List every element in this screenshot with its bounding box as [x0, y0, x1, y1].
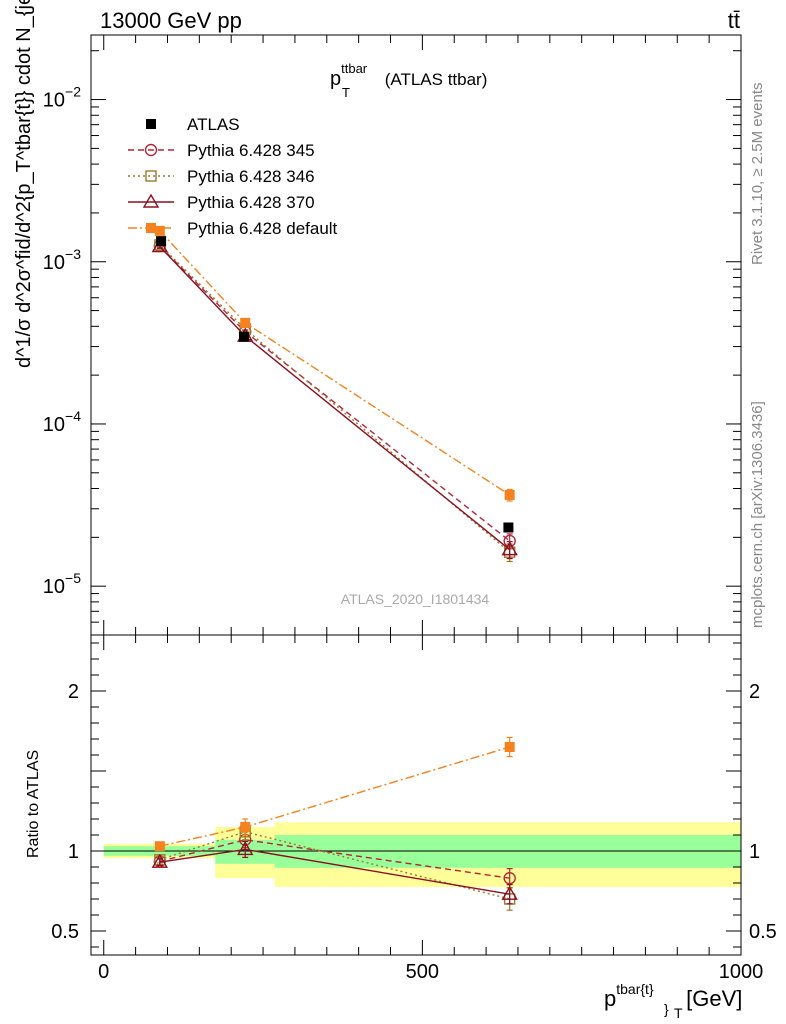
- atlas-data-point: [238, 331, 249, 342]
- legend-label-4: Pythia 6.428 default: [187, 219, 338, 238]
- ratio-xlabel: ptbar{t}} T [GeV]: [604, 981, 742, 1021]
- series-line-2: [159, 246, 511, 551]
- header-left: 13000 GeV pp: [100, 8, 242, 33]
- series-0-point: [503, 872, 516, 885]
- legend-marker-4: [146, 223, 156, 233]
- main-ytick-label: 10−3: [43, 246, 81, 274]
- series-3-point: [154, 841, 165, 852]
- legend-label-1: Pythia 6.428 345: [187, 141, 315, 160]
- legend-marker-0: [146, 119, 156, 129]
- legend-label-0: ATLAS: [187, 115, 240, 134]
- legend-label-2: Pythia 6.428 346: [187, 167, 315, 186]
- series-2-point: [501, 541, 518, 556]
- main-ytick-label: 10−4: [43, 408, 81, 436]
- chart-title: pttbar T (ATLAS ttbar): [330, 61, 487, 100]
- ratio-ytick-label-right: 1: [749, 841, 760, 863]
- ratio-xtick-label: 0: [98, 961, 109, 983]
- side-label-mcplots: mcplots.cern.ch [arXiv:1306.3436]: [749, 401, 766, 628]
- series-line-1: [159, 831, 510, 900]
- series-3-point: [504, 742, 515, 752]
- ratio-ytick-label-right: 2: [749, 681, 760, 703]
- atlas-data-point: [156, 236, 167, 247]
- series-line-0: [159, 245, 511, 542]
- legend-marker-1: [144, 143, 158, 157]
- ratio-ylabel: Ratio to ATLAS: [25, 750, 42, 858]
- series-3-point: [154, 225, 165, 236]
- main-ytick-label: 10−2: [43, 84, 81, 112]
- ratio-frame: [90, 634, 742, 956]
- series-2-point: [501, 885, 518, 900]
- series-2-point: [236, 841, 254, 856]
- ratio-xtick-label: 1000: [719, 961, 764, 983]
- main-panel: 10−2 10−3 10−4 10−5 pttbar T (ATLAS ttbar) d^1…: [13, 0, 742, 636]
- ratio-panel: 0.5 0.5 1 1 2 2 0 500 1000 Ratio to ATLAS ptbar{t}…: [25, 634, 777, 1021]
- series-3-point: [240, 317, 251, 328]
- legend-label-3: Pythia 6.428 370: [187, 193, 315, 212]
- series-line-1: [159, 244, 511, 553]
- ratio-ytick-label-left: 1: [68, 841, 79, 863]
- atlas-data-point: [503, 522, 514, 533]
- series-3-point: [240, 822, 251, 832]
- main-ylabel: d^1/σ d^2σ^fid/d^2{p_T^tbar{t}} cdot N_{…: [13, 0, 35, 368]
- ratio-ytick-label-right: 0.5: [749, 921, 777, 943]
- side-label-rivet: Rivet 3.1.10, ≥ 2.5M events: [749, 83, 766, 266]
- series-2-point: [151, 853, 169, 868]
- ratio-ytick-label-left: 2: [68, 681, 79, 703]
- legend-marker-3: [142, 193, 160, 208]
- series-3-point: [504, 489, 515, 500]
- series-line-3: [159, 230, 511, 496]
- legend: ATLAS Pythia 6.428 345 Pythia 6.428 346 Pyt…: [128, 115, 338, 238]
- watermark: ATLAS_2020_I1801434: [341, 591, 490, 607]
- ratio-xtick-label: 500: [406, 961, 439, 983]
- header-right: tt̄: [728, 8, 740, 33]
- ratio-ytick-label-left: 0.5: [51, 921, 79, 943]
- main-ytick-label: 10−5: [43, 570, 81, 598]
- legend-marker-2: [145, 170, 157, 182]
